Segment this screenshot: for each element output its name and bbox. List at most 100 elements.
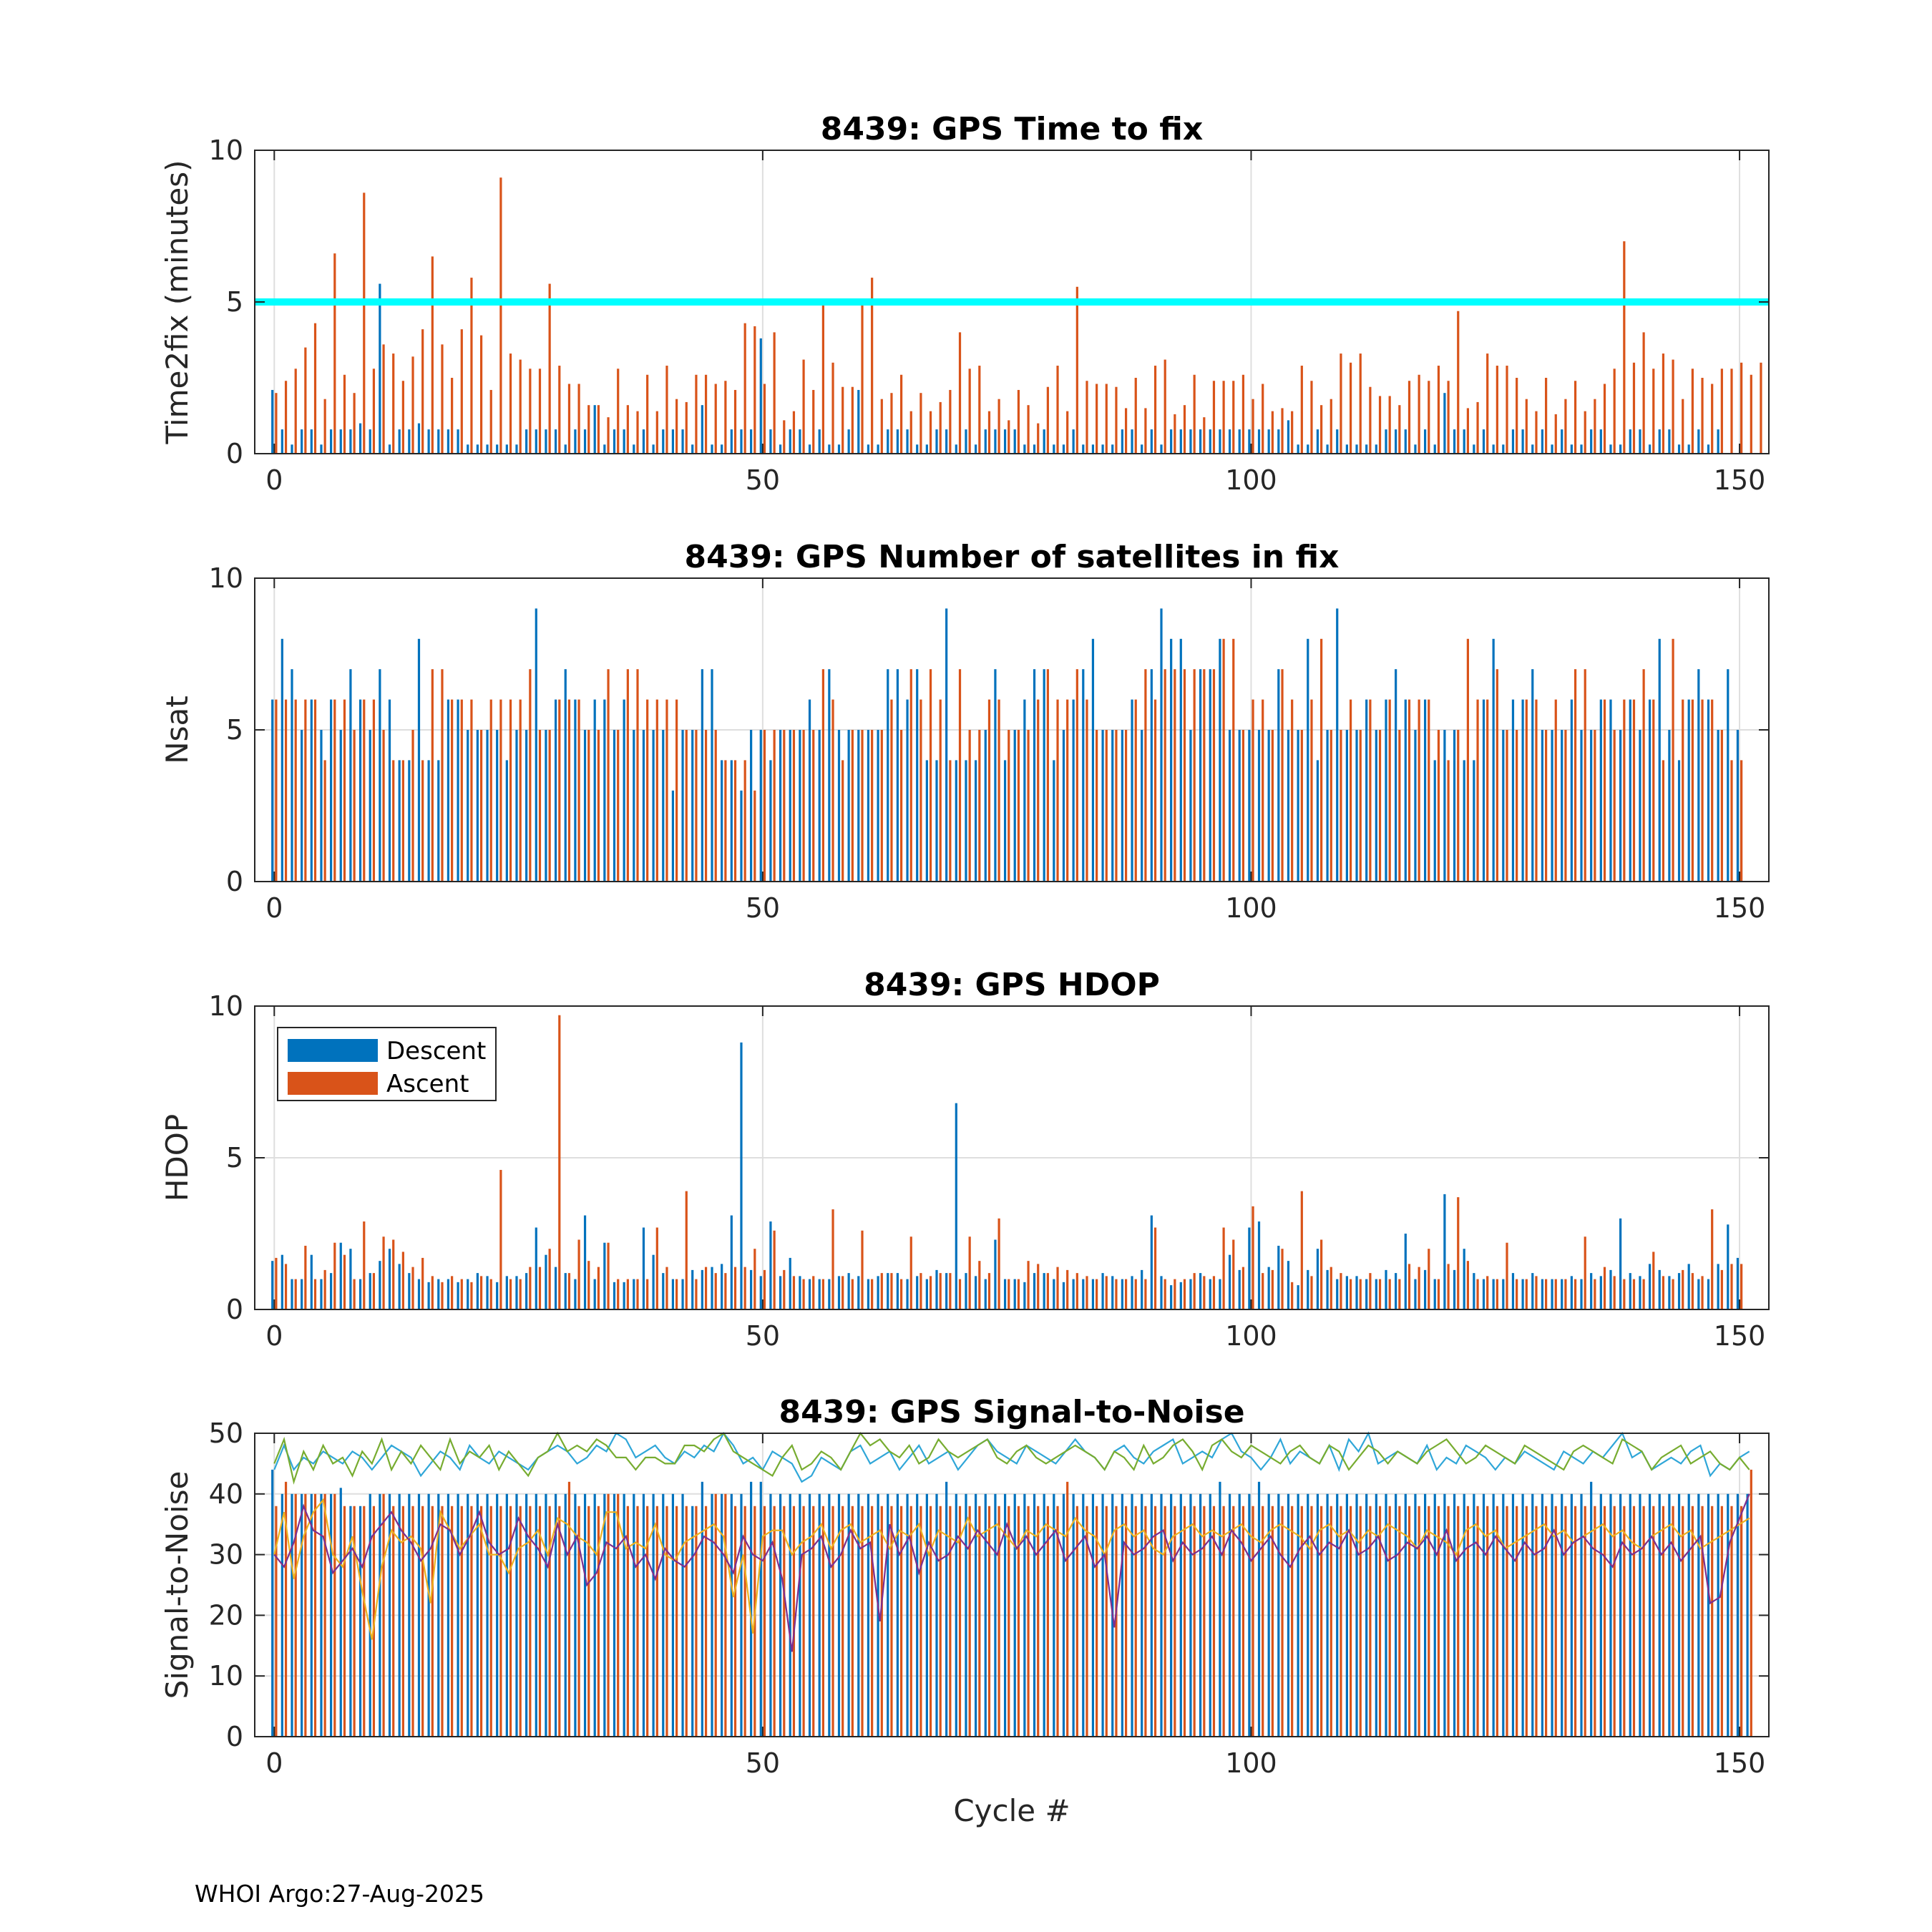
bar — [1349, 1506, 1352, 1737]
bar — [1170, 1493, 1173, 1737]
bar — [1359, 730, 1362, 882]
bar — [724, 1493, 727, 1737]
bar — [978, 366, 981, 454]
bar — [945, 608, 948, 882]
bar — [1124, 408, 1128, 454]
bar — [887, 1273, 889, 1309]
bar — [783, 420, 786, 454]
bar — [1219, 429, 1221, 454]
bar — [275, 393, 278, 454]
bar — [1281, 669, 1284, 882]
bar — [617, 1279, 620, 1309]
bar — [1541, 730, 1544, 882]
bar — [1124, 730, 1128, 882]
bar — [1404, 429, 1407, 454]
bar — [978, 1506, 981, 1737]
bar — [1629, 1273, 1631, 1309]
bar — [304, 699, 307, 882]
bar — [1414, 444, 1417, 454]
bar — [1691, 1506, 1694, 1737]
bar — [1013, 429, 1016, 454]
bar — [685, 1506, 688, 1737]
legend-label-ascent: Ascent — [386, 1070, 469, 1098]
bar — [1717, 730, 1719, 882]
bar — [773, 1230, 776, 1309]
bar — [1599, 1276, 1602, 1309]
bar — [525, 429, 528, 454]
bar — [330, 1273, 333, 1309]
bar — [662, 429, 665, 454]
bar — [555, 1267, 557, 1309]
bar — [802, 1506, 805, 1737]
bar — [1111, 444, 1114, 454]
bar — [831, 699, 834, 882]
bar — [1144, 408, 1147, 454]
legend-label-descent: Descent — [386, 1037, 486, 1065]
bar — [1257, 429, 1261, 454]
bar — [1209, 429, 1211, 454]
bar — [330, 1493, 333, 1737]
bar — [1017, 730, 1020, 882]
bar — [1141, 1493, 1143, 1737]
bar — [724, 381, 727, 454]
bar — [1072, 1279, 1075, 1309]
bar — [1326, 1493, 1329, 1737]
bar — [467, 444, 469, 454]
bar — [320, 730, 323, 882]
bar — [1017, 1279, 1020, 1309]
bar — [1056, 366, 1059, 454]
bar — [1486, 699, 1489, 882]
bar — [1418, 1267, 1420, 1309]
bar — [675, 1279, 678, 1309]
bar — [574, 429, 577, 454]
bar — [906, 699, 909, 882]
bar — [1340, 730, 1342, 882]
bar — [753, 1249, 756, 1309]
bar — [1209, 1493, 1211, 1737]
bar — [847, 1273, 850, 1309]
x-tick-label: 150 — [1714, 892, 1766, 924]
bar — [847, 730, 850, 882]
bar — [479, 730, 483, 882]
bar — [887, 669, 889, 882]
bar — [783, 1506, 786, 1737]
bar — [313, 1279, 317, 1309]
bar — [457, 699, 459, 882]
bar — [382, 1493, 385, 1737]
bar — [613, 429, 616, 454]
bar — [545, 1493, 547, 1737]
bar — [1398, 1279, 1401, 1309]
bar — [1115, 1279, 1118, 1309]
bar — [349, 1249, 352, 1309]
bar — [1316, 1493, 1319, 1737]
bar — [721, 444, 723, 454]
bar — [1271, 1506, 1274, 1737]
bar — [617, 369, 620, 454]
bar — [1632, 1279, 1636, 1309]
bar — [978, 1261, 981, 1309]
bar — [900, 1506, 903, 1737]
bar — [750, 730, 753, 882]
bar — [1257, 1221, 1261, 1309]
bar — [343, 699, 346, 882]
bar — [320, 1279, 323, 1309]
bar — [1609, 1493, 1612, 1737]
bar — [828, 1279, 831, 1309]
bar — [759, 730, 762, 882]
bar — [1066, 1269, 1069, 1309]
bar — [851, 1506, 854, 1737]
bar — [447, 1493, 450, 1737]
bar — [1554, 1279, 1557, 1309]
bar — [489, 389, 492, 454]
bar — [633, 444, 635, 454]
bar — [398, 1493, 401, 1737]
bar — [1482, 1279, 1485, 1309]
bar — [877, 1276, 879, 1309]
bar — [1121, 429, 1123, 454]
bar — [1687, 1264, 1690, 1309]
bar — [984, 730, 987, 882]
bar — [818, 1493, 821, 1737]
x-tick-label: 150 — [1714, 1747, 1766, 1779]
bar — [861, 1506, 864, 1737]
bar — [916, 669, 919, 882]
